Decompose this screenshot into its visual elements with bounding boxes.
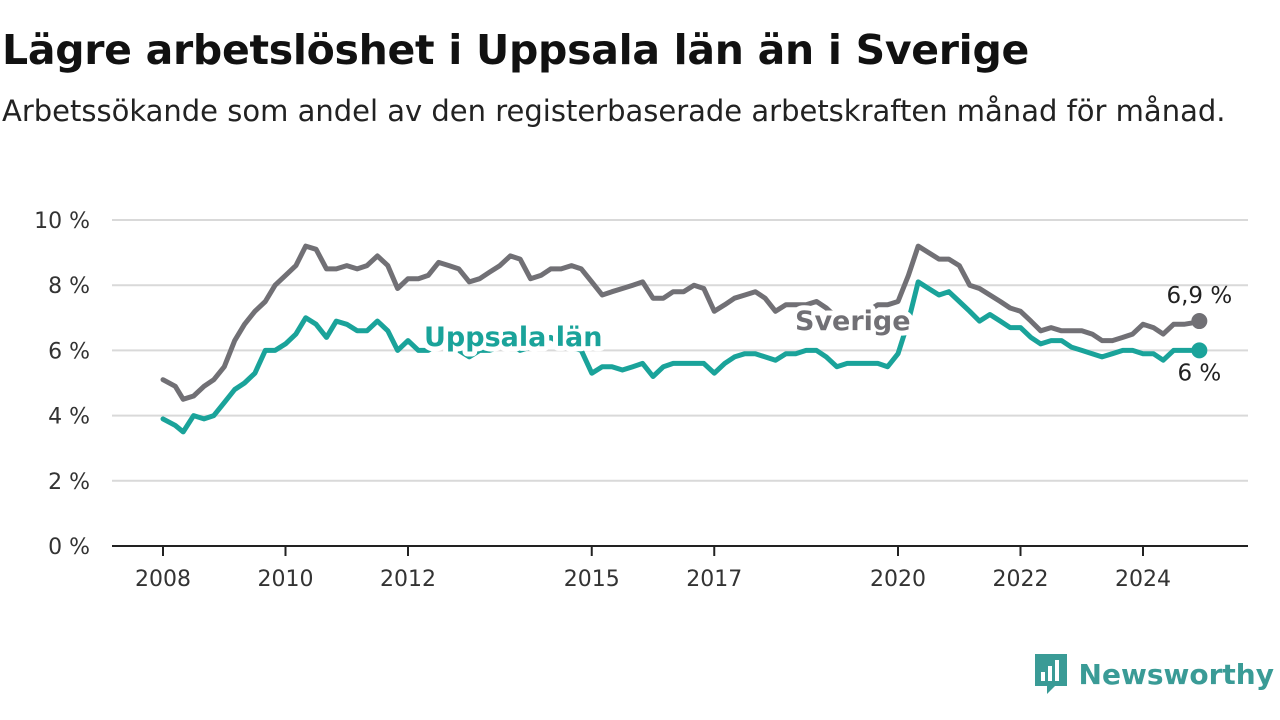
series-line-sverige: [160, 243, 1202, 402]
newsworthy-logo: Newsworthy: [1033, 652, 1274, 696]
end-label-uppsala-lan: 6 %: [1177, 360, 1221, 386]
series-end-point: [1191, 313, 1208, 330]
x-tick-label: 2008: [135, 567, 191, 592]
chart-title: Lägre arbetslöshet i Uppsala län än i Sv…: [2, 26, 1029, 74]
x-tick-label: 2024: [1115, 567, 1171, 592]
end-label-sverige: 6,9 %: [1166, 283, 1232, 309]
series-label-uppsala-lan: Uppsala län: [424, 322, 602, 353]
y-tick-label: 10 %: [34, 209, 90, 234]
x-tick-label: 2020: [870, 567, 926, 592]
x-tick-label: 2022: [993, 567, 1049, 592]
y-tick-label: 8 %: [48, 274, 90, 299]
series-end-point: [1191, 342, 1208, 359]
y-tick-label: 2 %: [48, 470, 90, 495]
x-tick-label: 2012: [380, 567, 436, 592]
grid-layer: [112, 219, 1248, 482]
y-tick-label: 4 %: [48, 405, 90, 430]
series-layer: [160, 243, 1208, 435]
y-tick-label: 0 %: [48, 535, 90, 560]
chart-subtitle: Arbetssökande som andel av den registerb…: [2, 94, 1226, 128]
axis-layer: 0 % 2 % 4 % 6 % 8 % 10 % 2008 2010 2012 2015 2017 2…: [34, 209, 1248, 592]
series-line-uppsala-lan: [160, 279, 1202, 435]
x-tick-label: 2010: [258, 567, 314, 592]
newsworthy-logo-text: Newsworthy: [1078, 657, 1274, 691]
series-label-sverige: Sverige: [795, 306, 911, 337]
x-tick-label: 2015: [564, 567, 620, 592]
newsworthy-logo-icon: [1034, 654, 1067, 694]
label-layer: Sverige Uppsala län 6,9 % 6 %: [419, 283, 1232, 386]
y-tick-label: 6 %: [48, 339, 90, 364]
x-tick-label: 2017: [686, 567, 742, 592]
